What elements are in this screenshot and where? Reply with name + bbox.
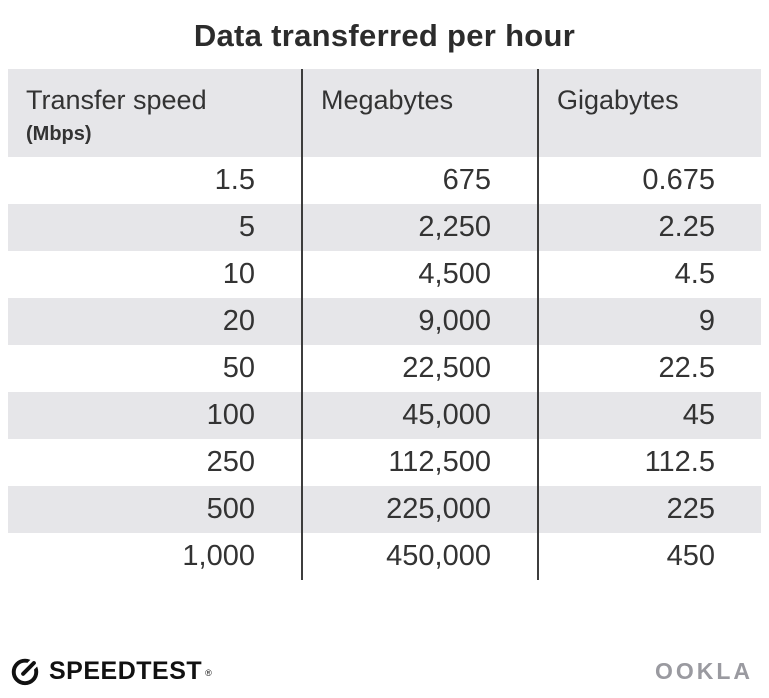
table-row: 250 112,500 112.5 bbox=[8, 439, 761, 486]
registered-trademark-symbol: ® bbox=[205, 668, 212, 678]
cell-gigabytes: 9 bbox=[537, 298, 761, 345]
cell-gigabytes: 22.5 bbox=[537, 345, 761, 392]
column-header-label: Megabytes bbox=[321, 85, 454, 115]
column-header-label: Transfer speed bbox=[26, 85, 207, 115]
cell-megabytes: 450,000 bbox=[301, 533, 538, 580]
speedtest-wordmark: SPEEDTEST bbox=[49, 656, 203, 685]
footer: SPEEDTEST ® OOKLA bbox=[10, 656, 753, 686]
column-header-label: Gigabytes bbox=[557, 85, 679, 115]
ookla-logo: OOKLA bbox=[655, 658, 753, 685]
ookla-wordmark: OOKLA bbox=[654, 657, 753, 684]
cell-gigabytes: 4.5 bbox=[537, 251, 761, 298]
cell-megabytes: 45,000 bbox=[301, 392, 538, 439]
data-table-container: Transfer speed (Mbps) Megabytes Gigabyte… bbox=[8, 69, 761, 580]
table-row: 20 9,000 9 bbox=[8, 298, 761, 345]
table-row: 10 4,500 4.5 bbox=[8, 251, 761, 298]
cell-megabytes: 112,500 bbox=[301, 439, 538, 486]
table-row: 100 45,000 45 bbox=[8, 392, 761, 439]
column-header-gigabytes: Gigabytes bbox=[537, 69, 761, 157]
table-row: 5 2,250 2.25 bbox=[8, 204, 761, 251]
table-row: 1,000 450,000 450 bbox=[8, 533, 761, 580]
cell-gigabytes: 450 bbox=[537, 533, 761, 580]
column-header-transfer-speed: Transfer speed (Mbps) bbox=[8, 69, 302, 157]
cell-gigabytes: 2.25 bbox=[537, 204, 761, 251]
cell-gigabytes: 112.5 bbox=[537, 439, 761, 486]
speedtest-logo: SPEEDTEST ® bbox=[10, 656, 212, 686]
column-header-sublabel: (Mbps) bbox=[26, 123, 92, 145]
cell-megabytes: 22,500 bbox=[301, 345, 538, 392]
page-title: Data transferred per hour bbox=[193, 18, 576, 53]
cell-transfer-speed: 1,000 bbox=[182, 540, 255, 572]
cell-transfer-speed: 20 bbox=[8, 298, 302, 345]
cell-megabytes: 9,000 bbox=[301, 298, 538, 345]
cell-gigabytes: 0.675 bbox=[537, 157, 761, 204]
table-row: 500 225,000 225 bbox=[8, 486, 761, 533]
cell-megabytes: 4,500 bbox=[301, 251, 538, 298]
speedtest-gauge-icon bbox=[10, 656, 40, 686]
cell-megabytes: 225,000 bbox=[301, 486, 538, 533]
cell-transfer-speed: 50 bbox=[222, 352, 255, 384]
cell-transfer-speed: 100 bbox=[8, 392, 302, 439]
cell-megabytes: 675 bbox=[301, 157, 538, 204]
cell-transfer-speed: 10 bbox=[222, 258, 255, 290]
cell-transfer-speed: 5 bbox=[8, 204, 302, 251]
header-row: Transfer speed (Mbps) Megabytes Gigabyte… bbox=[8, 69, 761, 157]
column-header-megabytes: Megabytes bbox=[301, 69, 538, 157]
cell-megabytes: 2,250 bbox=[301, 204, 538, 251]
cell-transfer-speed: 500 bbox=[8, 486, 302, 533]
table-row: 1.5 675 0.675 bbox=[8, 157, 761, 204]
cell-gigabytes: 45 bbox=[537, 392, 761, 439]
cell-transfer-speed: 1.5 bbox=[214, 164, 255, 196]
cell-transfer-speed: 250 bbox=[206, 446, 255, 478]
table-row: 50 22,500 22.5 bbox=[8, 345, 761, 392]
data-table: Transfer speed (Mbps) Megabytes Gigabyte… bbox=[8, 69, 761, 580]
cell-gigabytes: 225 bbox=[537, 486, 761, 533]
